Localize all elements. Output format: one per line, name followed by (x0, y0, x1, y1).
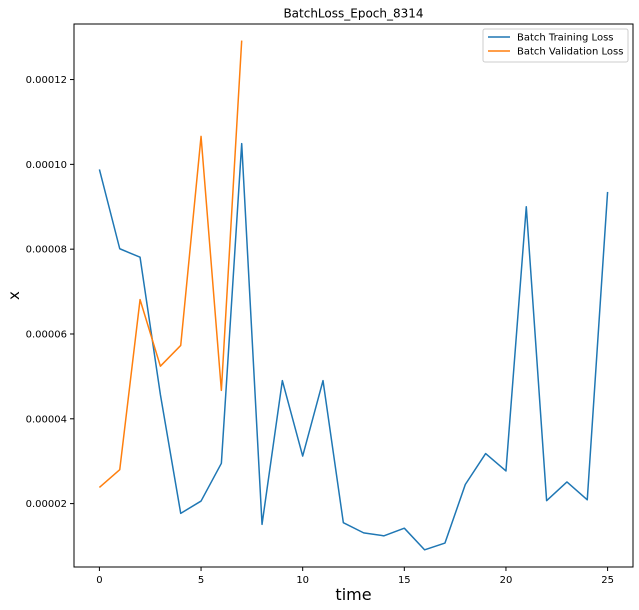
y-tick-label: 0.00008 (26, 245, 67, 256)
y-tick-label: 0.00006 (26, 329, 67, 340)
axes-frame (73, 23, 634, 568)
x-axis: 0 5 10 15 20 25 (96, 567, 614, 586)
x-tick-label: 5 (198, 575, 204, 586)
chart-title: BatchLoss_Epoch_8314 (283, 7, 423, 21)
y-axis: 0.00002 0.00004 0.00006 0.00008 0.00010 0.000… (26, 75, 74, 510)
x-tick-label: 20 (500, 575, 513, 586)
x-tick-label: 10 (296, 575, 309, 586)
legend: Batch Training Loss Batch Validation Los… (482, 28, 629, 63)
x-axis-label: time (335, 585, 371, 604)
series-line-validation (98, 40, 243, 489)
y-tick-label: 0.00004 (26, 414, 67, 425)
y-tick-label: 0.00010 (26, 160, 67, 171)
y-tick-label: 0.00002 (26, 499, 67, 510)
series-line-training (98, 142, 609, 551)
legend-box (482, 28, 629, 63)
x-tick-label: 25 (601, 575, 614, 586)
y-tick-label: 0.00012 (26, 75, 67, 86)
x-tick-label: 0 (96, 575, 102, 586)
plot-area (73, 23, 634, 568)
y-axis-label: x (5, 291, 23, 300)
legend-label-validation: Batch Validation Loss (517, 47, 623, 58)
legend-label-training: Batch Training Loss (517, 33, 614, 44)
series-layer (98, 40, 609, 551)
x-tick-label: 15 (398, 575, 411, 586)
